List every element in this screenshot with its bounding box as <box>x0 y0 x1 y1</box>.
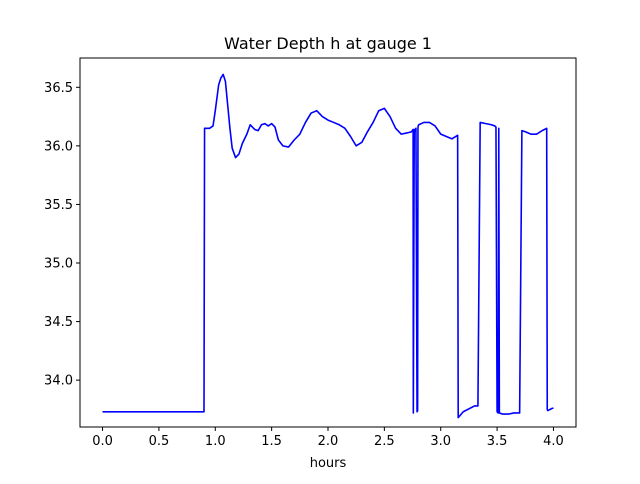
x-tick-label: 1.0 <box>205 434 226 449</box>
x-tick-label: 3.5 <box>487 434 508 449</box>
series-line-0 <box>102 73 554 419</box>
x-tick-label: 0.5 <box>149 434 170 449</box>
y-tick-label: 35.5 <box>44 198 73 213</box>
y-tick-label: 35.0 <box>44 257 73 272</box>
x-tick-label: 2.0 <box>318 434 339 449</box>
x-tick-label: 0.0 <box>92 434 113 449</box>
plot-area: 0.0 0.5 1.0 1.5 2.0 2.5 3.0 3.5 4.0 34.0 34.5 35.0 3… <box>44 57 577 449</box>
y-tick-label: 34.5 <box>44 315 73 330</box>
x-axis-label: hours <box>310 456 347 471</box>
chart-title: Water Depth h at gauge 1 <box>224 34 432 53</box>
y-tick-label: 34.0 <box>44 374 73 389</box>
x-tick-label: 3.0 <box>430 434 451 449</box>
y-tick-label: 36.0 <box>44 139 73 154</box>
y-tick-label: 36.5 <box>44 81 73 96</box>
x-tick-label: 2.5 <box>374 434 395 449</box>
x-tick-label: 4.0 <box>543 434 564 449</box>
x-tick-label: 1.5 <box>261 434 282 449</box>
